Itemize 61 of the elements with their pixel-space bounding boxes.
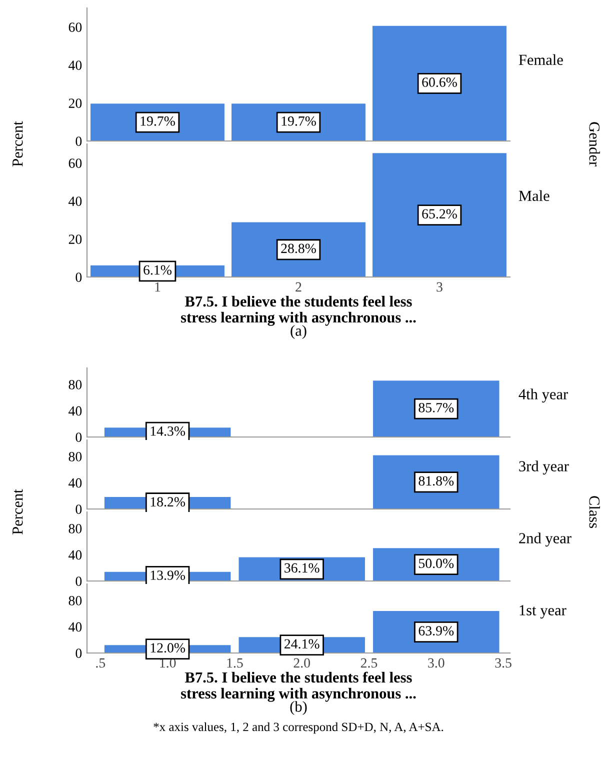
y-tick-label: 0 [76, 432, 82, 442]
y-tick-label: 40 [68, 550, 82, 560]
x-axis-title: B7.5. I believe the students feel less stress learning with asynchronous ... [181, 296, 416, 326]
x-tick-label: .5 [96, 658, 106, 668]
x-tick-label: 3 [436, 282, 442, 292]
data-label: 28.8% [281, 244, 316, 254]
x-tick-label: 2.0 [294, 658, 310, 668]
text: *x axis values, 1, 2 and 3 correspond SD+D, N, A, A+SA. [154, 722, 444, 734]
data-label: 50.0% [419, 558, 454, 568]
y-tick-label: 40 [68, 622, 82, 632]
data-label: 13.9% [150, 570, 186, 580]
data-label: 65.2% [422, 209, 457, 219]
x-tick-label: 3.5 [495, 658, 512, 668]
data-label: 36.1% [284, 563, 320, 573]
series-label: Male [518, 190, 550, 202]
bar [372, 153, 506, 277]
x-tick-label: 1 [155, 282, 160, 292]
text: Class [589, 496, 600, 528]
data-label: 19.7% [282, 116, 316, 126]
data-label: 19.7% [140, 116, 175, 126]
x-axis-title: B7.5. I believe the students feel less stress learning with asynchronous ... [181, 672, 416, 702]
y-tick-label: 20 [68, 98, 82, 108]
y-axis-title: Percent [12, 121, 23, 166]
y-tick-label: 80 [68, 524, 82, 534]
data-label: 63.9% [418, 626, 454, 636]
y-tick-label: 40 [68, 478, 82, 488]
series-label: 4th year [518, 388, 568, 403]
y-tick-label: 40 [68, 60, 82, 70]
data-label: 81.8% [418, 476, 454, 486]
x-tick-label: 2.5 [360, 658, 378, 668]
y-axis-title: Percent [12, 489, 23, 534]
y-tick-label: 0 [76, 504, 82, 514]
y-tick-label: 60 [68, 22, 82, 32]
x-tick-label: 3.0 [428, 658, 444, 668]
x-tick-label: 2 [296, 282, 302, 292]
text: Gender [589, 122, 600, 166]
series-label: 3rd year [519, 460, 569, 475]
y-tick-label: 80 [68, 596, 82, 606]
series-label: 1st year [520, 605, 566, 619]
text: (b) [290, 701, 307, 715]
y-tick-label: 20 [68, 234, 82, 244]
x-tick-label: 1.5 [227, 658, 243, 668]
data-label: 12.0% [150, 643, 186, 653]
data-label: 24.1% [284, 639, 320, 649]
data-label: 18.2% [150, 497, 186, 507]
series-label: 2nd year [519, 532, 572, 547]
y-tick-label: 0 [76, 576, 82, 586]
text: (a) [290, 325, 306, 339]
series-label: Female [518, 54, 563, 66]
data-label: 85.7% [418, 402, 454, 412]
y-tick-label: 80 [68, 452, 82, 462]
y-tick-label: 60 [68, 158, 82, 168]
data-label: 6.1% [144, 265, 172, 275]
y-tick-label: 80 [68, 380, 82, 390]
y-tick-label: 0 [76, 648, 82, 658]
y-tick-label: 0 [76, 272, 82, 282]
y-tick-label: 40 [68, 406, 82, 416]
y-tick-label: 40 [68, 196, 82, 206]
data-label: 60.6% [422, 78, 457, 87]
data-label: 14.3% [150, 426, 186, 436]
y-tick-label: 0 [76, 136, 82, 146]
